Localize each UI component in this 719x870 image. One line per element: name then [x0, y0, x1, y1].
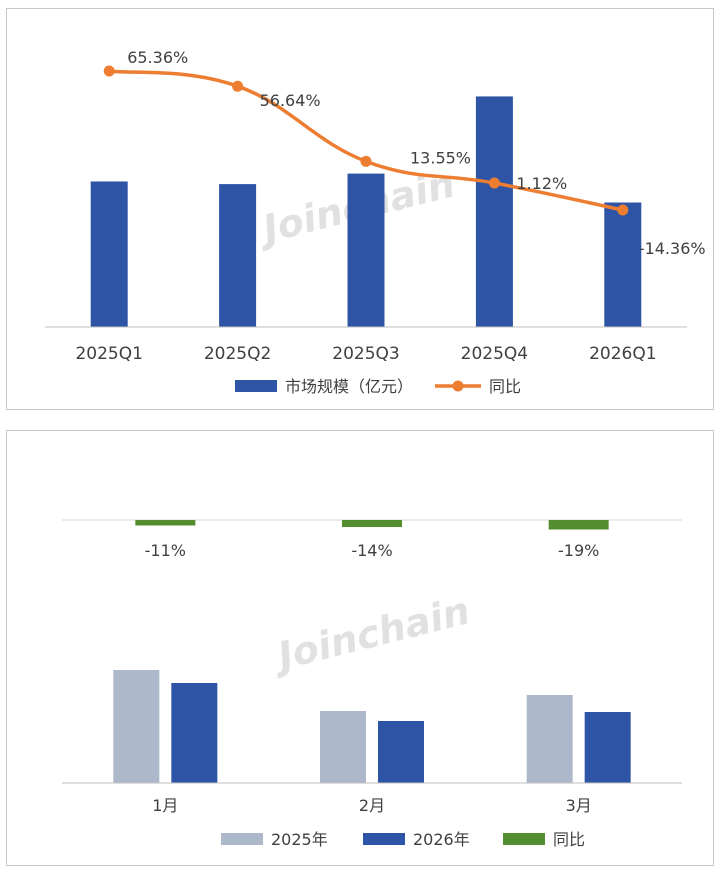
legend-swatch-yoy [503, 833, 545, 845]
x-tick-label: 2025Q4 [461, 344, 528, 364]
legend-label-2026: 2026年 [413, 830, 470, 849]
yoy-point [103, 65, 115, 77]
yoy-data-label: 1.12% [516, 174, 567, 193]
bar-2025 [526, 695, 573, 783]
yoy-point [232, 80, 244, 92]
legend-swatch-yoy-point [452, 380, 464, 392]
market-size-bar [90, 181, 128, 327]
bar-2026 [584, 712, 631, 783]
x-tick-label: 2025Q2 [204, 344, 271, 364]
market-size-bar [347, 173, 385, 327]
yoy-bar [548, 520, 609, 530]
market-size-bar [219, 184, 257, 327]
x-tick-label: 2025Q1 [75, 344, 142, 364]
bar-2025 [320, 711, 366, 783]
x-tick-label: 1月 [152, 796, 178, 815]
yoy-point [360, 155, 372, 167]
x-tick-label: 2026Q1 [589, 344, 656, 364]
x-tick-label: 3月 [566, 796, 592, 815]
watermark: Joinchain [267, 588, 474, 680]
yoy-point [617, 204, 629, 216]
legend-swatch-2026 [363, 833, 405, 845]
bar-2025 [113, 670, 160, 783]
market-size-bar [475, 96, 513, 327]
yoy-bar [342, 520, 402, 527]
yoy-data-label: 13.55% [410, 148, 471, 167]
monthly-comparison-chart: Joinchain -11% -14% -19% 1月 2月 3月 2025年 2026年… [62, 519, 682, 849]
legend-label-yoy: 同比 [553, 830, 585, 849]
legend-label-market-size: 市场规模（亿元） [285, 377, 413, 396]
monthly-comparison-chart-panel: Joinchain -11% -14% -19% 1月 2月 3月 2025年 2026年… [6, 430, 714, 866]
yoy-data-label: -14.36% [639, 239, 706, 258]
yoy-data-label: -14% [351, 541, 392, 560]
yoy-data-label: -19% [558, 541, 599, 560]
yoy-data-label: -11% [145, 541, 186, 560]
legend-label-2025: 2025年 [271, 830, 328, 849]
bar-2026 [378, 721, 424, 783]
legend-swatch-2025 [221, 833, 263, 845]
market-size-chart-panel: Joinchain 2025Q12025Q22025Q32025Q42026Q1… [6, 8, 714, 410]
legend-swatch-market-size [235, 380, 277, 392]
x-tick-label: 2025Q3 [332, 344, 399, 364]
yoy-bar [135, 520, 196, 526]
yoy-data-label: 65.36% [127, 48, 188, 67]
yoy-data-label: 56.64% [260, 91, 321, 110]
market-size-chart: Joinchain 2025Q12025Q22025Q32025Q42026Q1… [45, 48, 706, 396]
x-tick-label: 2月 [359, 796, 385, 815]
market-size-bar [604, 202, 642, 327]
legend-label-yoy: 同比 [489, 377, 521, 396]
yoy-point [488, 177, 500, 189]
bar-2026 [171, 683, 218, 783]
